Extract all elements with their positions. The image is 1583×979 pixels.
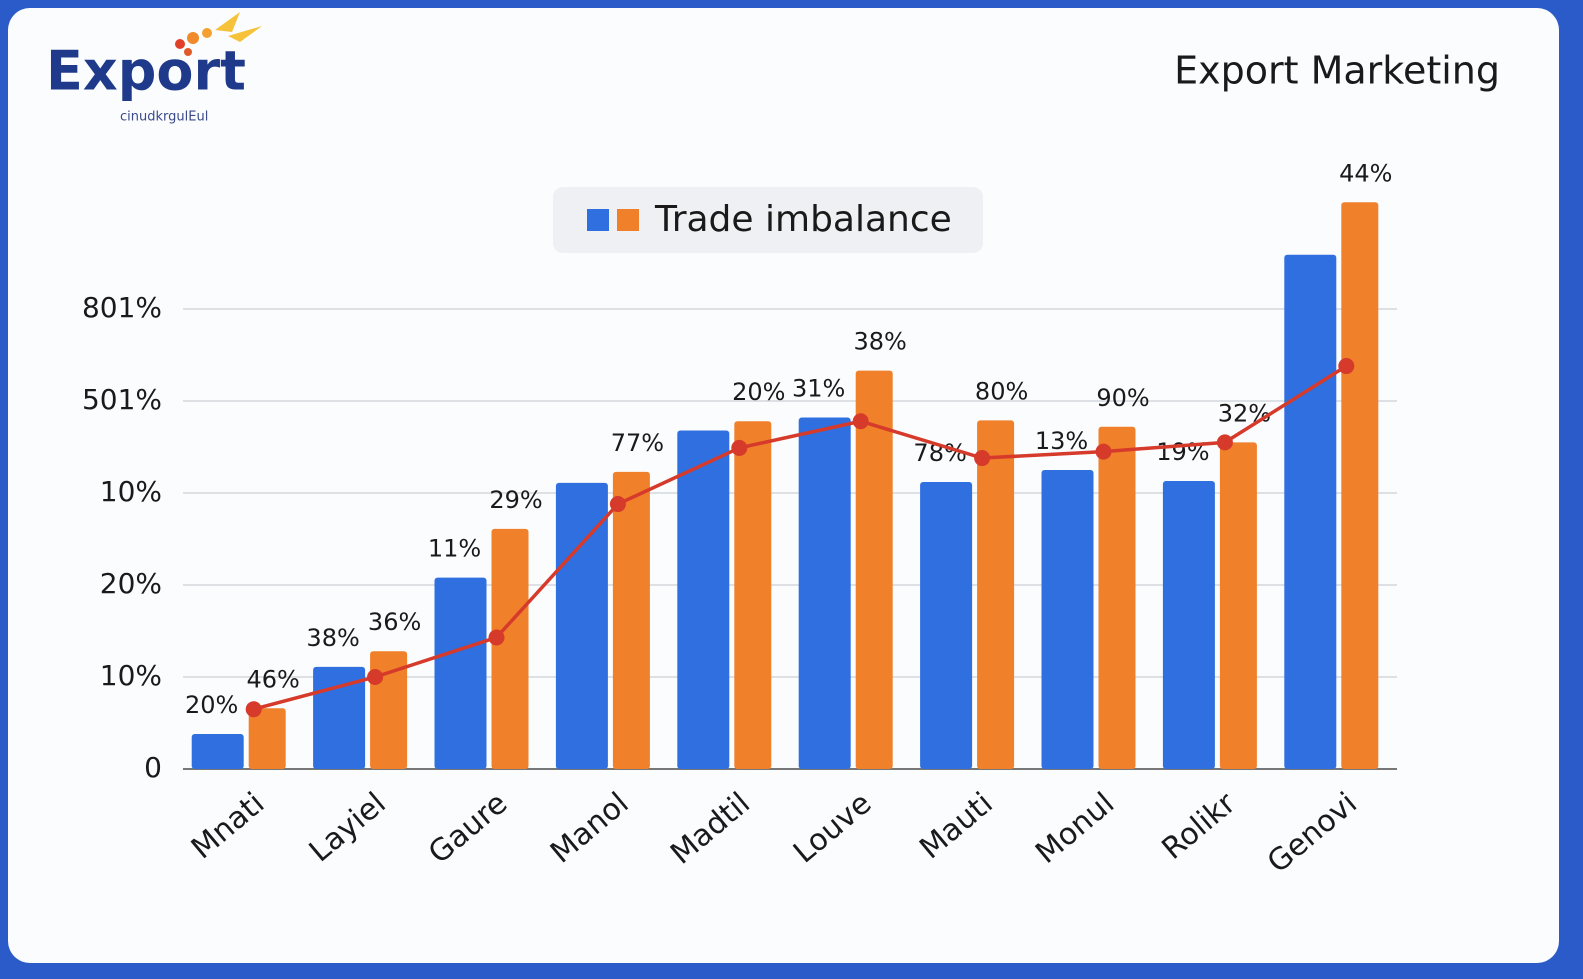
data-label: 11%	[428, 535, 481, 563]
x-tick-label: Manol	[544, 786, 635, 871]
y-tick-label: 10%	[100, 475, 162, 508]
trend-point	[245, 701, 262, 718]
trend-point	[1338, 358, 1355, 375]
x-tick-label: Madtil	[664, 786, 757, 872]
data-label: 19%	[1156, 438, 1209, 466]
data-label: 80%	[975, 377, 1028, 405]
data-label: 90%	[1096, 384, 1149, 412]
trend-line	[253, 364, 1348, 711]
bar	[855, 370, 893, 769]
trend-point	[1216, 434, 1233, 451]
data-label: 38%	[306, 624, 359, 652]
data-label: 31%	[792, 375, 845, 403]
data-label: 44%	[1339, 159, 1392, 187]
trend-point	[852, 413, 869, 430]
trend-point	[609, 496, 626, 513]
bar	[555, 482, 608, 769]
bar	[920, 481, 973, 769]
legend-swatch	[587, 209, 609, 231]
bar	[191, 734, 244, 769]
y-tick-label: 801%	[82, 291, 162, 324]
bar	[248, 708, 286, 769]
logo: Export	[46, 40, 246, 103]
logo-subtitle: cinudkrgulEul	[120, 110, 208, 125]
bar	[677, 430, 730, 769]
y-tick-label: 501%	[82, 383, 162, 416]
page-title: Export Marketing	[1174, 49, 1500, 93]
data-label: 77%	[611, 429, 664, 457]
x-tick-label: Monul	[1029, 786, 1121, 871]
bar	[1341, 202, 1379, 769]
data-label: 36%	[368, 608, 421, 636]
bar	[612, 471, 650, 769]
trend-point	[488, 629, 505, 646]
legend-label: Trade imbalance	[654, 199, 952, 240]
x-tick-label: Mnati	[185, 786, 271, 866]
bar	[734, 421, 772, 769]
bar	[313, 666, 366, 769]
data-label: 13%	[1035, 427, 1088, 455]
x-tick-label: Gaure	[422, 786, 514, 871]
bar	[1219, 442, 1257, 769]
bar	[798, 417, 851, 769]
x-tick-label: Layiel	[303, 786, 393, 869]
bar	[491, 528, 529, 769]
trend-point	[367, 669, 384, 685]
trend-point	[1095, 443, 1112, 460]
trend-point	[974, 450, 991, 467]
bar	[977, 420, 1015, 769]
data-label: 38%	[854, 328, 907, 356]
bar	[1098, 426, 1136, 769]
x-tick-label: Louve	[787, 786, 878, 871]
x-tick-label: Genovi	[1261, 786, 1364, 880]
data-label: 29%	[489, 486, 542, 514]
legend-box	[553, 187, 983, 253]
data-label: 20%	[185, 691, 238, 719]
legend-swatch	[617, 209, 639, 231]
x-tick-label: Rolikr	[1155, 785, 1243, 866]
y-tick-label: 0	[144, 751, 162, 784]
data-label: 20%	[732, 378, 785, 406]
x-tick-label: Mauti	[913, 786, 999, 866]
trend-point	[731, 439, 748, 456]
y-tick-label: 20%	[100, 567, 162, 600]
data-label: 32%	[1218, 399, 1271, 427]
bar	[1041, 470, 1094, 769]
data-label: 78%	[913, 439, 966, 467]
y-tick-label: 10%	[100, 659, 162, 692]
bar	[1162, 481, 1215, 769]
data-label: 46%	[247, 665, 300, 693]
bar	[1284, 254, 1337, 770]
logo-mark	[175, 12, 262, 56]
bar	[434, 577, 487, 769]
